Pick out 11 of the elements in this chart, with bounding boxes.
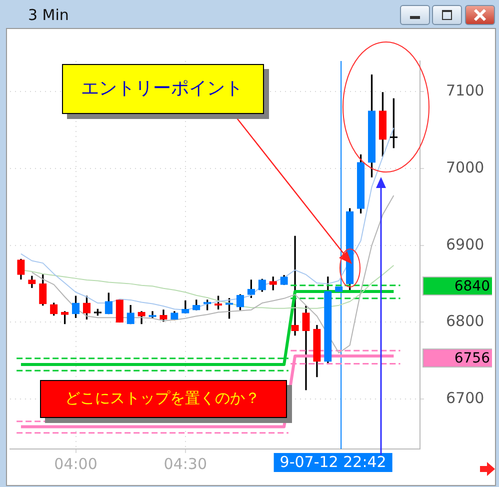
y-tick-label: 6900 xyxy=(446,235,484,254)
x-tick-label: 04:30 xyxy=(164,454,208,473)
y-tick-label: 6800 xyxy=(446,312,484,330)
chart-title: 3 Min xyxy=(28,6,69,24)
x-tick-label: 04:00 xyxy=(54,454,98,473)
text: 6840 xyxy=(454,278,490,295)
text: 6756 xyxy=(454,350,490,367)
text: 9-07-12 22:42 xyxy=(280,452,386,471)
y-tick-label: 7000 xyxy=(446,158,484,176)
y-tick-label: 7100 xyxy=(446,82,484,100)
y-tick-label: 6700 xyxy=(446,388,484,407)
